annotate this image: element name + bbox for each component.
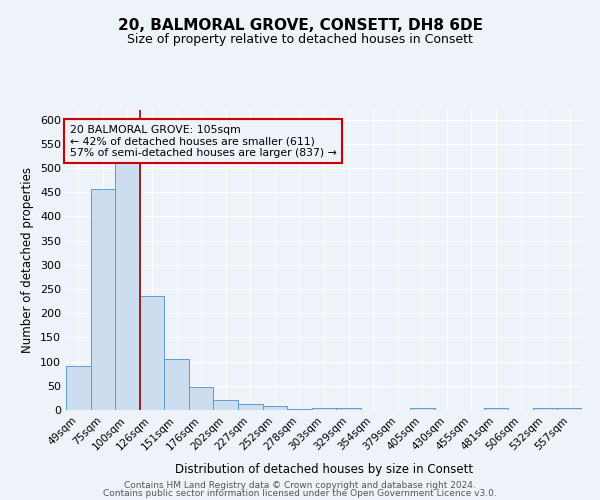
Text: Contains HM Land Registry data © Crown copyright and database right 2024.: Contains HM Land Registry data © Crown c… <box>124 480 476 490</box>
Bar <box>238 404 263 410</box>
Bar <box>189 388 214 410</box>
Bar <box>115 154 140 410</box>
Bar <box>484 408 508 410</box>
Bar <box>140 296 164 410</box>
Text: Size of property relative to detached houses in Consett: Size of property relative to detached ho… <box>127 32 473 46</box>
Bar <box>164 359 189 410</box>
Y-axis label: Number of detached properties: Number of detached properties <box>22 167 34 353</box>
Text: Contains public sector information licensed under the Open Government Licence v3: Contains public sector information licen… <box>103 489 497 498</box>
Bar <box>287 409 312 410</box>
Bar <box>91 189 115 410</box>
Bar <box>66 366 91 410</box>
Bar <box>557 408 582 410</box>
Bar <box>263 406 287 410</box>
Text: 20 BALMORAL GROVE: 105sqm
← 42% of detached houses are smaller (611)
57% of semi: 20 BALMORAL GROVE: 105sqm ← 42% of detac… <box>70 124 337 158</box>
Bar <box>533 408 557 410</box>
X-axis label: Distribution of detached houses by size in Consett: Distribution of detached houses by size … <box>175 463 473 476</box>
Bar <box>312 408 336 410</box>
Bar <box>336 408 361 410</box>
Bar <box>410 408 434 410</box>
Bar <box>214 400 238 410</box>
Text: 20, BALMORAL GROVE, CONSETT, DH8 6DE: 20, BALMORAL GROVE, CONSETT, DH8 6DE <box>118 18 482 32</box>
